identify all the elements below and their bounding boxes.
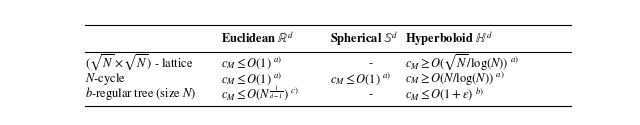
- Text: Hyperboloid $\mathbb{H}^d$: Hyperboloid $\mathbb{H}^d$: [405, 29, 493, 48]
- Text: $c_M \leq O(1)$ ${}^{a)}$: $c_M \leq O(1)$ ${}^{a)}$: [221, 55, 283, 72]
- Text: $(\sqrt{N} \times \sqrt{N})$ - lattice: $(\sqrt{N} \times \sqrt{N})$ - lattice: [85, 53, 194, 73]
- Text: Spherical $\mathbb{S}^d$: Spherical $\mathbb{S}^d$: [330, 29, 399, 48]
- Text: $c_M \geq O(N/\log(N))$ ${}^{a)}$: $c_M \geq O(N/\log(N))$ ${}^{a)}$: [405, 70, 504, 88]
- Text: -: -: [368, 88, 372, 100]
- Text: $c_M \leq O(1)$ ${}^{a)}$: $c_M \leq O(1)$ ${}^{a)}$: [221, 70, 283, 87]
- Text: -: -: [368, 57, 372, 69]
- Text: Euclidean $\mathbb{R}^d$: Euclidean $\mathbb{R}^d$: [221, 30, 294, 46]
- Text: $c_M \leq O(1+\epsilon)$ ${}^{b)}$: $c_M \leq O(1+\epsilon)$ ${}^{b)}$: [405, 85, 484, 103]
- Text: $N$-cycle: $N$-cycle: [85, 70, 125, 86]
- Text: $c_M \geq O(\sqrt{N}/\log(N))$ ${}^{a)}$: $c_M \geq O(\sqrt{N}/\log(N))$ ${}^{a)}$: [405, 53, 519, 73]
- Text: $c_M \leq O(1)$ ${}^{a)}$: $c_M \leq O(1)$ ${}^{a)}$: [330, 70, 392, 87]
- Text: $c_M \leq O(N^{\frac{1}{d-1}})$ ${}^{c)}$: $c_M \leq O(N^{\frac{1}{d-1}})$ ${}^{c)}…: [221, 85, 300, 103]
- Text: $b$-regular tree (size $N$): $b$-regular tree (size $N$): [85, 85, 196, 102]
